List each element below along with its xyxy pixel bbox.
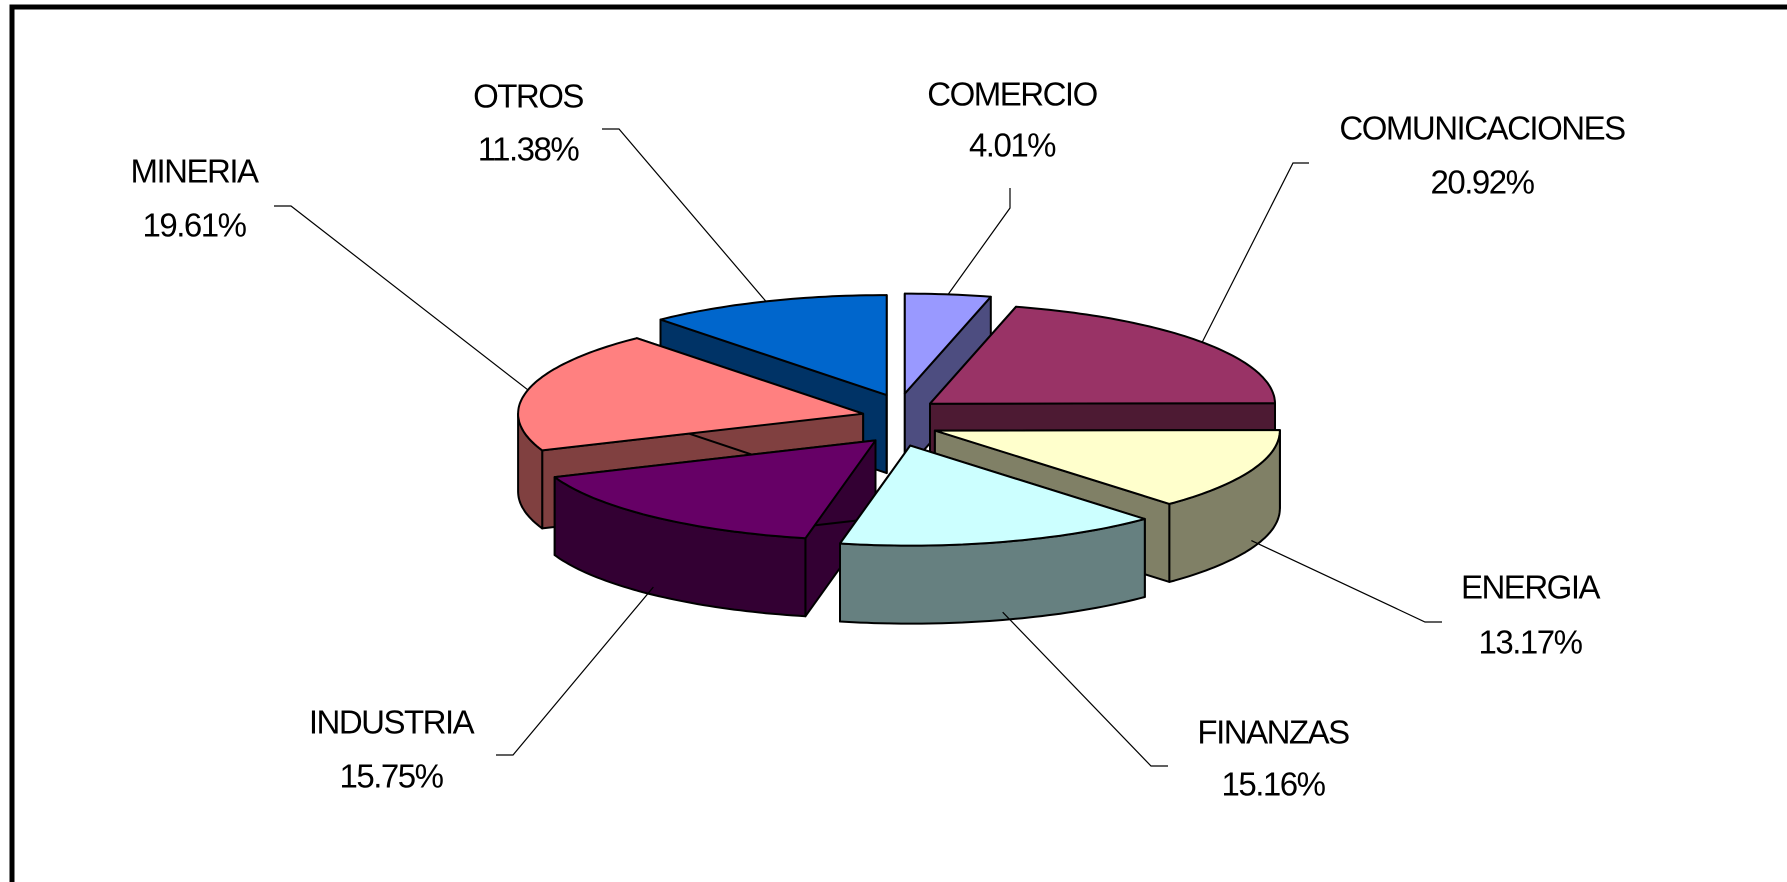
pie (517, 292, 1281, 625)
slice-top (903, 292, 992, 395)
category-label: INDUSTRIA (309, 704, 475, 741)
slice-top (517, 337, 865, 452)
category-label: COMUNICACIONES (1339, 110, 1625, 147)
category-label: ENERGIA (1461, 569, 1601, 606)
leader-line (274, 205, 529, 391)
slice (553, 439, 877, 618)
value-label: 4.01% (969, 127, 1056, 164)
slice (839, 444, 1146, 625)
slice-top (659, 294, 888, 397)
labels: COMERCIO 4.01% COMUNICACIONES 20.92% ENERGIA… (130, 76, 1626, 803)
slice-top (839, 444, 1146, 547)
leader-line (1201, 162, 1309, 343)
value-label: 20.92% (1431, 164, 1535, 201)
value-label: 19.61% (143, 207, 247, 244)
value-label: 15.16% (1222, 766, 1326, 803)
leader-line (1251, 540, 1442, 623)
value-label: 11.38% (478, 131, 580, 168)
category-label: COMERCIO (927, 76, 1097, 113)
value-label: 15.75% (340, 758, 444, 795)
leader-line (947, 188, 1011, 295)
value-label: 13.17% (1479, 624, 1583, 661)
category-label: MINERIA (130, 153, 259, 190)
category-label: FINANZAS (1197, 714, 1349, 751)
leader-line (602, 128, 767, 302)
slice-top (933, 429, 1281, 505)
leader-line (1002, 611, 1168, 767)
slice-top (553, 439, 877, 540)
category-label: OTROS (473, 78, 583, 115)
leader-line (496, 586, 654, 756)
chart-frame (9, 4, 1787, 882)
